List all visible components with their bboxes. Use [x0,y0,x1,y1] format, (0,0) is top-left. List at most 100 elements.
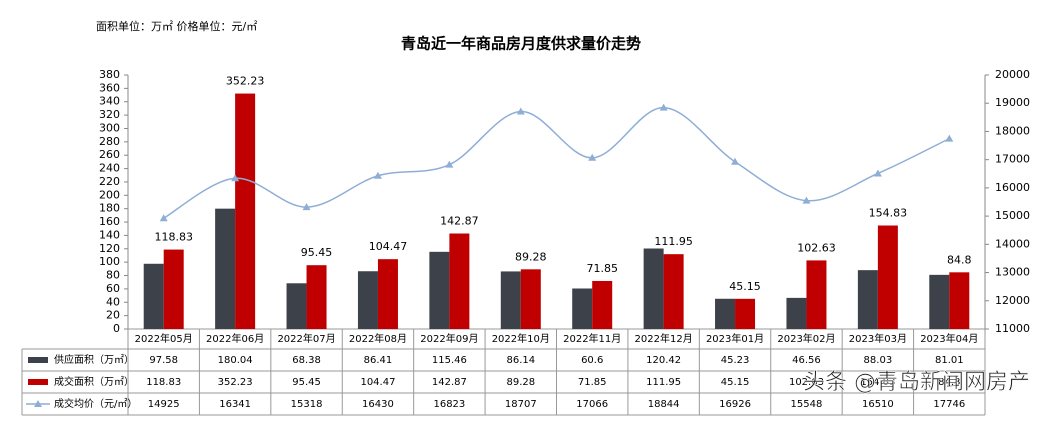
table-cell: 15548 [791,399,823,410]
table-cell: 45.15 [721,377,750,388]
unit-note: 面积单位：万㎡ 价格单位：元/㎡ [96,19,257,33]
table-cell: 97.58 [149,355,178,366]
table-cell: 89.28 [506,377,535,388]
table-cell: 16926 [719,399,751,410]
x-tick-label: 2023年03月 [849,332,907,345]
table-cell: 154.83 [860,377,895,388]
table-cell: 88.03 [864,355,893,366]
x-tick-label: 2022年06月 [206,332,264,345]
y-tick-label: 160 [99,215,120,228]
bar [449,233,470,329]
y2-tick-label: 17000 [995,153,1030,166]
price-marker [516,107,525,115]
bar [306,265,327,329]
data-label: 104.47 [369,240,408,253]
y2-tick-label: 18000 [995,124,1030,137]
y-tick-label: 100 [99,255,120,268]
data-label: 84.8 [947,253,972,266]
y-tick-label: 360 [99,81,120,94]
price-marker [159,214,168,222]
y2-tick-label: 15000 [995,209,1030,222]
data-label: 154.83 [869,207,908,220]
table-cell: 142.87 [432,377,467,388]
data-label: 352.23 [226,75,265,88]
y2-tick-label: 12000 [995,294,1030,307]
table-cell: 86.14 [506,355,535,366]
bar [143,263,164,329]
price-marker [659,103,668,111]
bar [663,254,684,329]
y-tick-label: 120 [99,242,120,255]
x-tick-label: 2022年08月 [349,332,407,345]
bar [163,249,184,329]
data-label: 71.85 [586,262,618,275]
x-tick-label: 2022年07月 [277,332,335,345]
price-marker [231,174,240,182]
bar [572,288,593,329]
y-tick-label: 240 [99,162,120,175]
table-cell: 18707 [505,399,537,410]
y-tick-label: 60 [106,282,120,295]
price-marker [731,157,740,165]
price-marker [373,171,382,179]
bar [592,280,613,329]
y-tick-label: 380 [99,68,120,81]
legend-label: 供应面积（万㎡） [54,353,134,366]
y-tick-label: 280 [99,135,120,148]
bar [715,298,736,329]
table-cell: 84.8 [938,377,960,388]
table-cell: 18844 [648,399,680,410]
table-cell: 180.04 [218,355,253,366]
y2-tick-label: 14000 [995,237,1030,250]
data-label: 95.45 [301,246,333,259]
legend-label: 成交均价（元/㎡） [54,397,137,410]
table-cell: 120.42 [646,355,681,366]
data-label: 142.87 [440,215,479,228]
table-cell: 17746 [933,399,965,410]
x-tick-label: 2022年09月 [420,332,478,345]
data-label: 89.28 [515,250,547,263]
data-label: 118.83 [154,231,193,244]
table-cell: 16430 [362,399,394,410]
y2-tick-label: 19000 [995,96,1030,109]
table-cell: 16341 [219,399,251,410]
price-marker [945,134,954,142]
y-tick-label: 180 [99,202,120,215]
table-cell: 17066 [576,399,608,410]
chart-title: 青岛近一年商品房月度供求量价走势 [401,35,641,53]
x-tick-label: 2023年04月 [920,332,978,345]
y2-tick-label: 20000 [995,68,1030,81]
data-label: 111.95 [654,235,693,248]
y-tick-label: 300 [99,121,120,134]
legend-label: 成交面积（万㎡） [54,375,134,388]
table-cell: 115.46 [432,355,467,366]
y-tick-label: 200 [99,188,120,201]
bar [429,251,450,329]
table-cell: 16510 [862,399,894,410]
x-tick-label: 2023年02月 [777,332,835,345]
y-tick-label: 220 [99,175,120,188]
price-marker [445,160,454,168]
bar [357,271,378,329]
y2-tick-label: 16000 [995,181,1030,194]
y-tick-label: 20 [106,309,120,322]
bar [857,270,878,329]
table-cell: 102.63 [789,377,824,388]
legend-swatch [28,379,48,385]
price-marker [302,203,311,211]
table-cell: 118.83 [146,377,181,388]
x-tick-label: 2023年01月 [706,332,764,345]
table-cell: 352.23 [218,377,253,388]
data-label: 102.63 [797,241,836,254]
bar [520,269,541,329]
price-line [163,106,950,219]
bar [215,208,236,329]
y-tick-label: 340 [99,95,120,108]
bar [735,298,756,329]
table-cell: 71.85 [578,377,607,388]
table-cell: 16823 [433,399,465,410]
y2-tick-label: 13000 [995,266,1030,279]
bar [806,260,827,329]
table-cell: 81.01 [935,355,964,366]
bar [286,283,307,329]
